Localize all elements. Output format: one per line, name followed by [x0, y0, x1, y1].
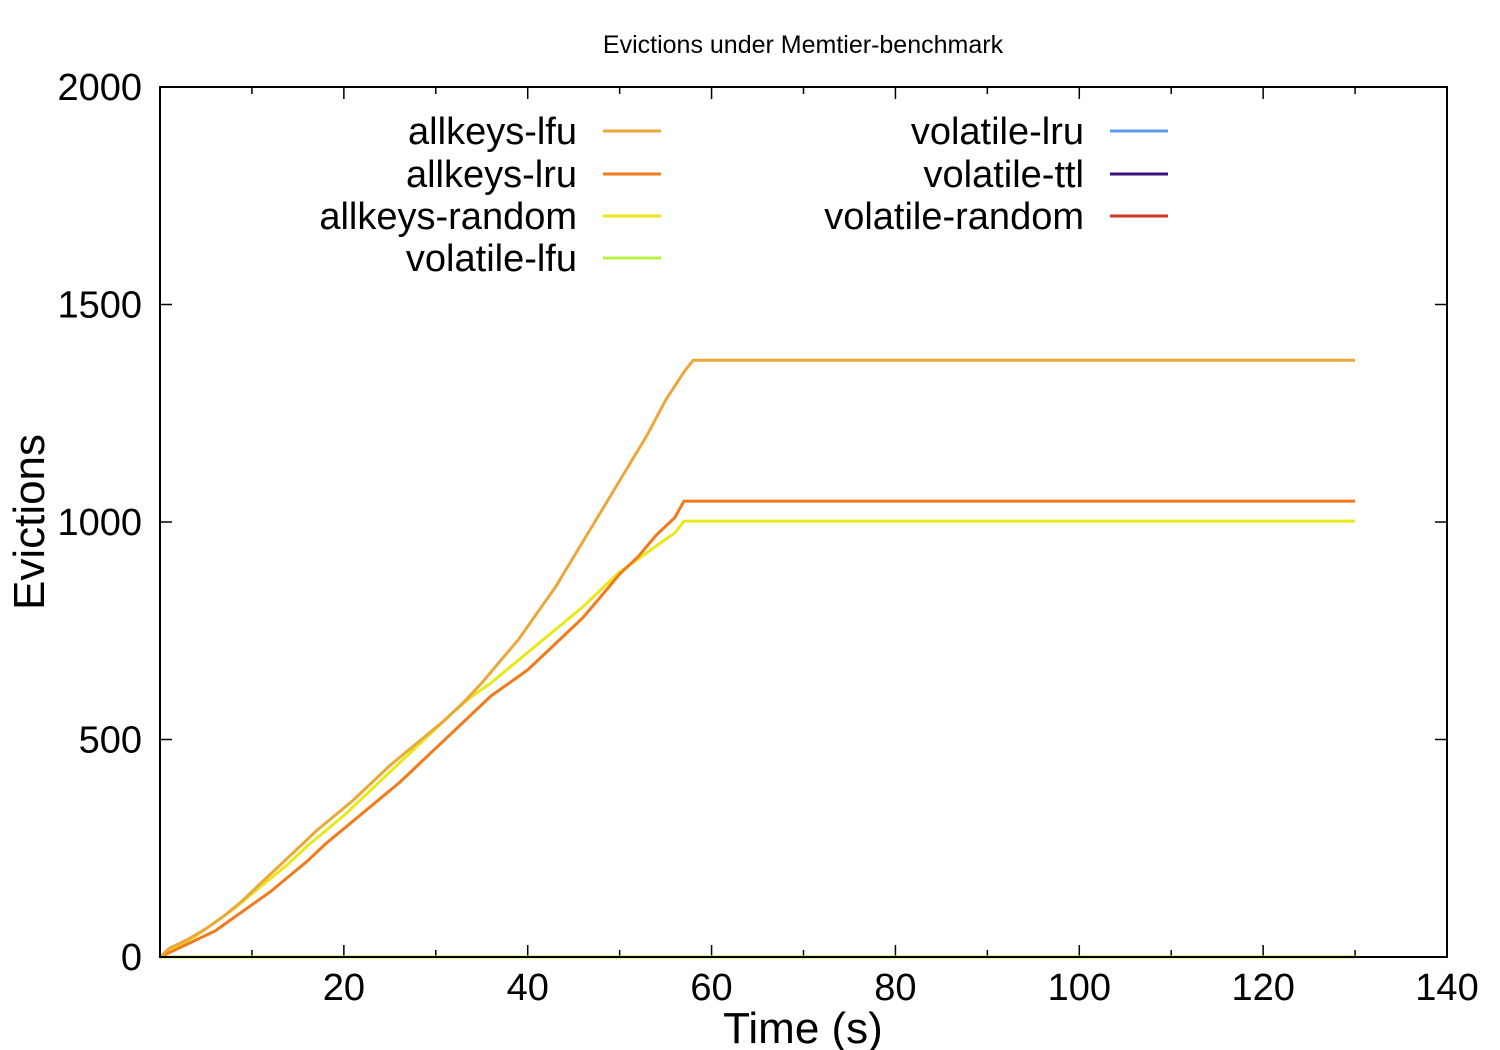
plot-frame [159, 86, 1448, 958]
series-line-allkeys-lfu [158, 358, 1356, 959]
y-tick-label: 1000 [57, 502, 142, 544]
legend-label-volatile-random: volatile-random [824, 196, 1084, 238]
y-tick-label: 500 [79, 720, 142, 762]
series-layer [158, 358, 1356, 959]
x-tick-label: 140 [1415, 967, 1478, 1009]
x-axis-label: Time (s) [723, 1004, 883, 1050]
x-tick-label: 120 [1231, 967, 1294, 1009]
x-tick-label: 60 [690, 967, 732, 1009]
series-line-allkeys-random [159, 519, 1356, 959]
series-line-allkeys-lru [159, 499, 1356, 959]
y-tick-label: 1500 [57, 285, 142, 327]
legend-label-volatile-lfu: volatile-lfu [406, 238, 577, 280]
chart-title: Evictions under Memtier-benchmark [603, 31, 1004, 59]
y-axis-label: Evictions [5, 434, 54, 610]
x-tick-label: 40 [507, 967, 549, 1009]
x-tick-label: 20 [323, 967, 365, 1009]
legend-label-allkeys-lfu: allkeys-lfu [408, 111, 577, 153]
x-tick-label: 100 [1048, 967, 1111, 1009]
y-tick-label: 0 [121, 937, 142, 979]
legend-label-allkeys-lru: allkeys-lru [406, 154, 577, 196]
x-axis-ticks: 20 40 60 80 100 120 140 [251, 87, 1479, 1009]
y-axis-ticks: 0 500 1000 1500 2000 [57, 67, 1447, 979]
legend-label-volatile-lru: volatile-lru [911, 111, 1084, 153]
legend: allkeys-lfuallkeys-lruallkeys-randomvola… [319, 111, 1168, 280]
legend-label-volatile-ttl: volatile-ttl [924, 154, 1085, 196]
x-tick-label: 80 [874, 967, 916, 1009]
y-tick-label: 2000 [57, 67, 142, 109]
legend-label-allkeys-random: allkeys-random [319, 196, 577, 238]
